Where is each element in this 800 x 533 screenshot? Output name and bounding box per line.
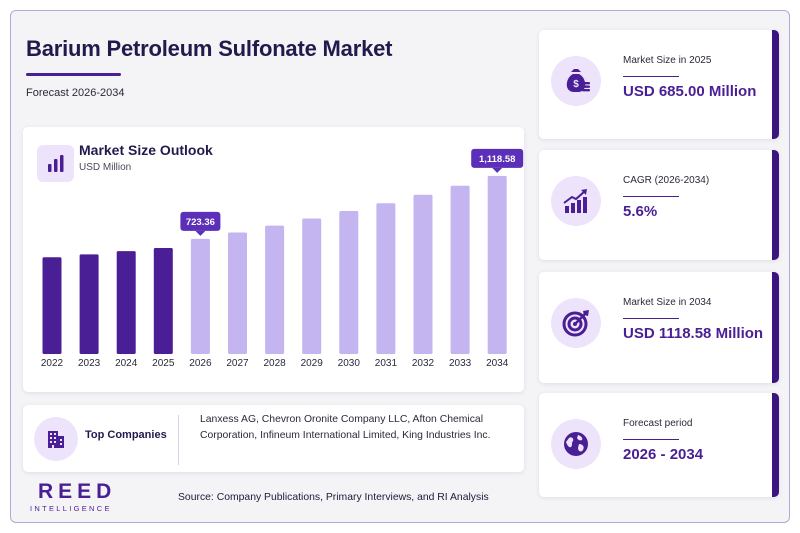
page-title: Barium Petroleum Sulfonate Market	[26, 36, 393, 61]
callout-2026: 723.36	[180, 211, 221, 236]
building-icon	[34, 417, 78, 461]
top-companies-list: Lanxess AG, Chevron Oronite Company LLC,…	[200, 414, 491, 441]
x-tick-label: 2025	[152, 358, 175, 369]
top-companies-label: Top Companies	[85, 429, 167, 441]
stat-label: Forecast period	[623, 418, 693, 429]
svg-text:$: $	[573, 79, 579, 90]
stat-label: Market Size in 2034	[623, 297, 712, 308]
x-tick-label: 2029	[301, 358, 324, 369]
stat-rule	[623, 318, 679, 319]
x-tick-label: 2024	[115, 358, 138, 369]
stat-card-market-size-2025: $ Market Size in 2025 USD 685.00 Million	[539, 30, 779, 139]
bar-2022	[42, 257, 62, 354]
bar-2031	[376, 203, 396, 354]
chart-unit: USD Million	[79, 162, 132, 173]
x-tick-label: 2022	[41, 358, 64, 369]
bar-2023	[79, 254, 99, 354]
x-tick-label: 2032	[412, 358, 435, 369]
stat-rule	[623, 76, 679, 77]
bar-2029	[302, 218, 322, 354]
chart-title: Market Size Outlook	[79, 142, 213, 158]
bar-2027	[228, 232, 247, 354]
x-tick-label: 2033	[449, 358, 472, 369]
stat-value: USD 685.00 Million	[623, 83, 757, 100]
stat-value: 2026 - 2034	[623, 446, 704, 463]
market-size-chart-card: Market Size Outlook USD Million 2022 2023…	[23, 127, 524, 392]
x-tick-label: 2030	[338, 358, 361, 369]
stat-rule	[623, 196, 679, 197]
stat-label: CAGR (2026-2034)	[623, 175, 710, 186]
x-tick-label: 2031	[375, 358, 398, 369]
x-tick-label: 2023	[78, 358, 101, 369]
bar-2024	[116, 251, 136, 354]
x-tick-label: 2034	[486, 358, 509, 369]
money-bag-icon: $	[551, 56, 601, 106]
bar-chart-icon	[37, 145, 74, 182]
top-companies-card: Top Companies Lanxess AG, Chevron Oronit…	[23, 405, 524, 472]
bar-2034	[487, 175, 507, 354]
x-tick-label: 2028	[263, 358, 286, 369]
callout-2034: 1,118.58	[471, 148, 524, 173]
stat-value: USD 1118.58 Million	[623, 325, 764, 342]
stat-card-market-size-2034: Market Size in 2034 USD 1118.58 Million	[539, 272, 779, 383]
stat-rule	[623, 439, 679, 440]
bar-2025	[153, 247, 173, 354]
stat-value: 5.6%	[623, 203, 658, 220]
bar-2026	[190, 238, 210, 354]
title-underline	[26, 73, 121, 76]
source-note: Source: Company Publications, Primary In…	[178, 492, 489, 503]
growth-chart-icon	[551, 176, 601, 226]
bar-2032	[413, 194, 433, 354]
target-icon	[551, 298, 601, 348]
globe-icon	[551, 419, 601, 469]
stat-card-cagr: CAGR (2026-2034) 5.6%	[539, 150, 779, 260]
bar-2028	[265, 225, 285, 354]
page-subtitle: Forecast 2026-2034	[26, 87, 125, 99]
stat-label: Market Size in 2025	[623, 55, 712, 66]
bar-2030	[339, 211, 359, 354]
data-label: 723.36	[186, 217, 215, 228]
x-tick-label: 2026	[189, 358, 212, 369]
stat-card-forecast-period: Forecast period 2026 - 2034	[539, 393, 779, 497]
bar-chart: 2022 2023 2024 2025 2026 2027 2028 2029 2030 2031…	[41, 148, 524, 369]
bar-2033	[450, 185, 470, 354]
x-tick-label: 2027	[226, 358, 249, 369]
logo-wordmark: REED	[38, 480, 117, 503]
logo-tagline: INTELLIGENCE	[30, 504, 112, 513]
divider	[178, 415, 179, 465]
data-label: 1,118.58	[479, 154, 515, 165]
